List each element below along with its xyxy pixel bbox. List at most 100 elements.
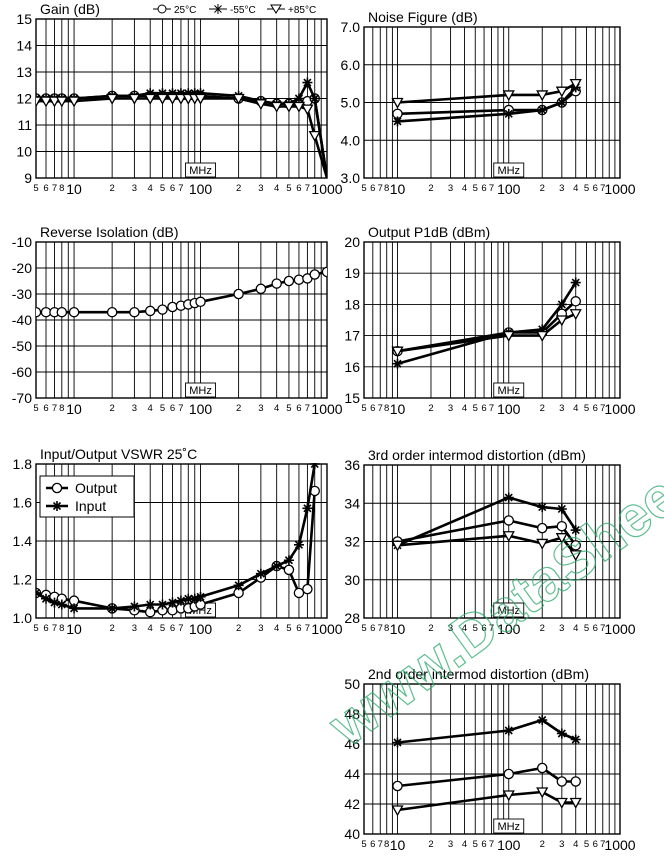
x-tick-label: 6 [170,403,175,414]
data-point [569,550,582,562]
data-point [167,88,178,99]
data-point [183,88,194,99]
series-line-55-c [397,281,577,365]
unit-label: MHz [497,165,520,177]
data-point [129,306,140,318]
x-tick-label: 5 [33,623,38,634]
data-point [283,555,294,566]
series-line-55-c [397,718,577,744]
data-point [536,90,549,102]
data-point [167,301,178,313]
x-tick-label: 7 [378,623,383,634]
x-tick-label: 7 [178,183,183,194]
data-point [271,278,282,289]
data-point [391,540,404,552]
x-tick-label: 2 [109,183,114,194]
data-point [321,266,327,278]
x-tick-label: 6 [481,623,486,634]
data-point [174,93,188,105]
x-tick-label: 5 [33,403,38,414]
chart-reverse-isolation-db: Reverse Isolation (dB) -70 -60 -50 -40 -30 -20… [12,224,343,417]
x-tick-label: 6 [481,403,486,414]
x-tick-label: 2 [428,623,433,634]
x-tick-label: 5 [473,623,478,634]
data-point [392,737,403,748]
data-point [502,90,515,102]
x-tick-label: 4 [573,623,578,634]
y-tick-label: 1.8 [13,456,33,472]
legend-marker [157,4,167,14]
data-point [128,93,141,105]
data-point [569,797,582,809]
x-tick-label: 6 [370,623,375,634]
y-tick-label: 40 [344,826,360,842]
legend-marker [270,4,282,14]
x-tick-label: 4 [462,183,467,194]
data-point [391,97,404,109]
data-point [282,101,296,113]
x-tick-label: 5 [33,183,38,194]
data-point [502,330,515,342]
chart-noise-figure-db: Noise Figure (dB)3.04.05.06.07.05 6 7 8 10 2 3… [341,9,636,197]
plot-frame [363,26,621,179]
chart-2nd-order-intermod-distortion-dbm: 2nd order intermod distortion (dBm)40424… [344,666,635,853]
x-tick-label: 10 [66,401,82,417]
data-point [195,296,206,308]
x-tick-label: 5 [584,623,589,634]
data-point [570,776,581,787]
y-tick-label: -30 [12,286,32,302]
data-point [271,561,282,572]
x-tick-label: 7 [378,183,383,194]
x-tick-label: 3 [448,183,453,194]
grid [363,683,621,835]
x-tick-label: 5 [473,183,478,194]
x-tick-label: 6 [43,183,48,194]
data-point [308,130,321,142]
y-tick-label: 17 [344,328,360,344]
data-point [107,603,118,614]
data-point [145,599,156,610]
y-tick-label: 1.4 [13,533,33,549]
data-point [36,306,42,318]
data-point [536,762,548,774]
x-tick-label: 1000 [311,181,342,197]
y-tick-label: 3.0 [341,170,361,186]
data-point [157,599,168,610]
data-point [283,564,295,576]
data-point [302,503,313,514]
x-tick-label: 5 [361,183,366,194]
y-tick-label: -40 [12,312,32,328]
data-point [556,520,568,532]
x-tick-label: 3 [448,839,453,850]
data-point [570,296,581,307]
x-tick-label: 100 [497,401,521,417]
data-point [556,776,568,787]
data-point [189,593,200,604]
data-point [555,315,568,327]
x-tick-label: 7 [600,623,605,634]
x-tick-label: 4 [148,183,153,194]
data-point [106,306,118,318]
data-point [41,593,52,604]
x-tick-label: 2 [428,183,433,194]
x-tick-label: 10 [66,621,82,637]
x-tick-label: 5 [286,403,291,414]
x-tick-label: 5 [286,623,291,634]
unit-box [493,602,525,618]
data-point [556,299,567,310]
series-line-25-c [397,766,576,788]
chart-title: Reverse Isolation (dB) [40,224,179,240]
x-tick-label: 4 [148,623,153,634]
x-tick-label: 7 [52,183,57,194]
data-point [536,538,549,550]
series-group [391,277,582,369]
data-point [255,283,267,295]
y-tick-label: 1.2 [13,572,33,588]
data-point [194,93,207,105]
data-point [392,116,403,127]
x-tick-label: 5 [584,403,589,414]
x-tick-label: 3 [448,623,453,634]
x-tick-label: 7 [305,183,310,194]
data-point [254,99,267,111]
